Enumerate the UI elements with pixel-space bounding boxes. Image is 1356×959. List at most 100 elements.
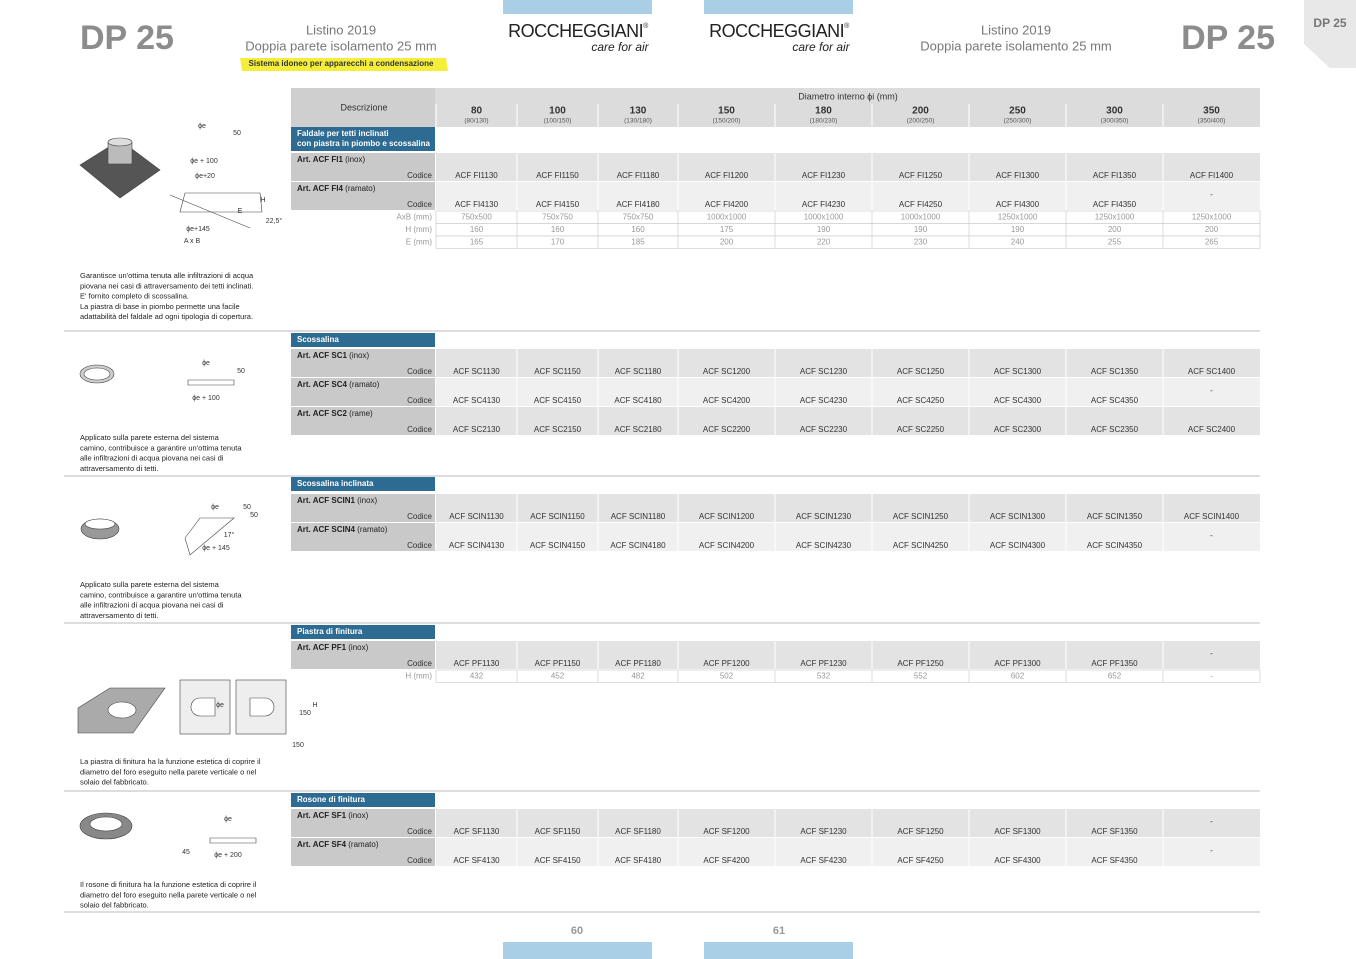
description: Applicato sulla parete esterna del siste… — [80, 433, 220, 442]
article: Art. ACF SF4 (ramato) — [297, 840, 379, 849]
measure-label: AxB (mm) — [396, 213, 432, 222]
measure-value: 652 — [1108, 672, 1122, 681]
code: ACF SF1300 — [994, 827, 1041, 836]
drawing-label: A x B — [184, 238, 201, 245]
code-label: Codice — [407, 541, 432, 550]
brand-tagline: care for air — [591, 40, 649, 54]
measure-value: 1250x1000 — [1192, 213, 1232, 222]
description: La piastra di base in piombo permette un… — [80, 302, 240, 311]
measure-value: 552 — [914, 672, 928, 681]
article: Art. ACF FI1 (inox) — [297, 155, 366, 164]
code: ACF FI4230 — [802, 200, 846, 209]
row-bg — [436, 838, 1260, 866]
code: ACF SCIN4350 — [1087, 541, 1143, 550]
section-title: Scossalina — [297, 335, 339, 344]
article: Art. ACF SC2 (rame) — [297, 409, 373, 418]
code: - — [1210, 649, 1213, 658]
code: ACF FI4350 — [1093, 200, 1137, 209]
code: ACF FI1230 — [802, 171, 846, 180]
row-bg — [436, 182, 1260, 210]
article-material: (inox) — [343, 155, 366, 164]
code: ACF SF1200 — [703, 827, 750, 836]
row-label-bg — [291, 641, 435, 669]
drawing-label: ϕe — [202, 360, 210, 367]
measure-value: 750x500 — [461, 213, 492, 222]
section-title: Scossalina inclinata — [297, 479, 374, 488]
code: - — [1210, 190, 1213, 199]
code: ACF FI4300 — [996, 200, 1040, 209]
drawing-label: ϕe + 100 — [192, 395, 220, 402]
measure-value: 220 — [817, 238, 831, 247]
drawing-label: 50 — [250, 512, 258, 519]
code: ACF PF1150 — [535, 659, 581, 668]
article-material: (inox) — [346, 811, 369, 820]
code-label: Codice — [407, 367, 432, 376]
code: ACF SCIN1150 — [530, 512, 585, 521]
drawing-label: 150 — [292, 742, 304, 749]
article-code: Art. ACF FI1 — [297, 155, 343, 164]
code: ACF FI1200 — [705, 171, 749, 180]
drawing-label: ϕe+145 — [186, 226, 210, 233]
row-label-bg — [291, 378, 435, 406]
tab-bar — [503, 0, 652, 14]
diameter: 100 — [549, 106, 566, 117]
page-number: 60 — [571, 925, 583, 937]
code: ACF SC4230 — [800, 396, 848, 405]
code: ACF FI1130 — [455, 171, 498, 180]
description: La piastra di finitura ha la funzione es… — [80, 757, 261, 766]
code: ACF FI1300 — [996, 171, 1040, 180]
diameter-range: (150/200) — [713, 118, 741, 125]
diameter-range: (130/180) — [624, 118, 652, 125]
description: attraversamento di tetti. — [80, 611, 158, 620]
code: ACF SC1180 — [615, 367, 662, 376]
tab-bar — [704, 0, 853, 14]
description: adattabilità del faldale ad ogni tipolog… — [80, 312, 253, 321]
drawing-label: ϕe + 145 — [202, 545, 230, 552]
code: ACF FI1180 — [617, 171, 660, 180]
code: ACF SF4350 — [1091, 856, 1138, 865]
code: ACF SC2350 — [1091, 425, 1139, 434]
measure-value: 170 — [551, 238, 565, 247]
code-label: Codice — [407, 659, 432, 668]
code: ACF SC4200 — [703, 396, 751, 405]
description: piovana nei casi di attraversamento dei … — [80, 281, 253, 290]
code: ACF SCIN4130 — [449, 541, 505, 550]
measure-value: 452 — [551, 672, 565, 681]
description: alle infiltrazioni di acqua piovana nei … — [80, 601, 224, 610]
code: ACF PF1200 — [703, 659, 750, 668]
code: ACF SC1350 — [1091, 367, 1139, 376]
code: ACF SF1150 — [535, 827, 581, 836]
drawing-label: ϕe + 200 — [214, 852, 242, 859]
article-material: (ramato) — [347, 380, 380, 389]
description: Il rosone di finitura ha la funzione est… — [80, 880, 257, 889]
code: ACF SCIN4300 — [990, 541, 1046, 550]
article-code: Art. ACF SC4 — [297, 380, 347, 389]
code: ACF SF1230 — [800, 827, 847, 836]
description: camino, contribuisce a garantire un'otti… — [80, 590, 242, 599]
measure-value: 1000x1000 — [707, 213, 747, 222]
code: ACF SCIN1400 — [1184, 512, 1240, 521]
measure-value: 190 — [817, 225, 831, 234]
measure-value: 190 — [1011, 225, 1025, 234]
code: ACF SCIN1230 — [796, 512, 852, 521]
code: - — [1210, 531, 1213, 540]
code: ACF SF4130 — [453, 856, 500, 865]
code: ACF PF1130 — [454, 659, 500, 668]
description: solaio del fabbricato. — [80, 901, 149, 910]
article-material: (inox) — [355, 496, 378, 505]
code: ACF FI4130 — [455, 200, 499, 209]
article-code: Art. ACF PF1 — [297, 643, 347, 652]
section-title-bg — [291, 127, 435, 151]
code: ACF FI4180 — [616, 200, 660, 209]
drawing-label: ϕe — [211, 504, 219, 511]
description: E' fornito completo di scossalina. — [80, 292, 189, 301]
article-material: (ramato) — [346, 840, 379, 849]
diameter: 180 — [815, 106, 832, 117]
drawing-label: 50 — [237, 368, 245, 375]
measure-value: 750x750 — [623, 213, 654, 222]
code: ACF SF1350 — [1091, 827, 1138, 836]
code-label: Codice — [407, 396, 432, 405]
diameter-range: (100/150) — [544, 118, 572, 125]
row-bg — [436, 641, 1260, 669]
